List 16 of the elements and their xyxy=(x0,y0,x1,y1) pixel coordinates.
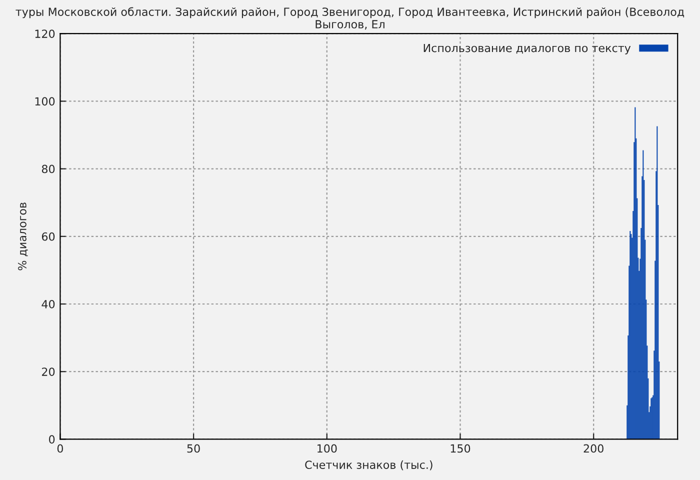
y-axis-title: % диалогов xyxy=(18,202,28,270)
y-tick-label: 60 xyxy=(42,232,55,241)
y-tick-label: 80 xyxy=(42,164,55,174)
x-tick-label: 50 xyxy=(187,444,200,453)
y-tick-label: 100 xyxy=(35,97,55,106)
x-tick-label: 100 xyxy=(318,444,337,453)
x-tick-label: 150 xyxy=(450,444,470,453)
y-tick-label: 0 xyxy=(49,435,55,444)
chart-title: туры Московской области. Зарайский район, Город Звенигород, Город Ивантеевка, Истринский район (Всеволод Выголов, Ел xyxy=(16,7,684,30)
x-axis-title: Счетчик знаков (тыс.) xyxy=(305,460,432,470)
y-tick-label: 20 xyxy=(42,368,55,376)
y-tick-label: 40 xyxy=(42,300,55,308)
x-tick-label: 200 xyxy=(584,444,604,453)
legend-label: Использование диалогов по тексту xyxy=(424,44,631,54)
x-tick-label: 0 xyxy=(57,444,63,453)
y-tick-label: 120 xyxy=(35,30,55,38)
